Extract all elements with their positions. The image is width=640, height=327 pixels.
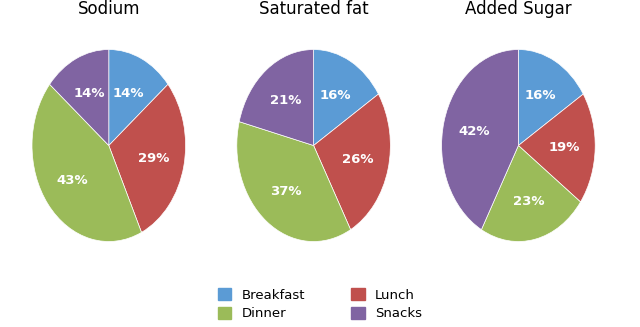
Title: Saturated fat: Saturated fat [259,0,369,18]
Text: 19%: 19% [548,141,580,154]
Wedge shape [314,94,390,230]
Text: 14%: 14% [74,87,105,100]
Wedge shape [314,49,378,146]
Text: 16%: 16% [525,89,556,102]
Wedge shape [518,94,595,202]
Wedge shape [442,49,518,230]
Text: 29%: 29% [138,152,170,164]
Text: 23%: 23% [513,195,544,208]
Text: 14%: 14% [113,87,144,100]
Text: 16%: 16% [320,89,351,102]
Legend: Breakfast, Dinner, Lunch, Snacks: Breakfast, Dinner, Lunch, Snacks [218,288,422,320]
Title: Sodium: Sodium [77,0,140,18]
Wedge shape [481,146,580,242]
Text: 26%: 26% [342,153,374,166]
Wedge shape [32,84,141,242]
Wedge shape [518,49,583,146]
Text: 21%: 21% [269,94,301,107]
Wedge shape [109,84,186,232]
Wedge shape [239,49,314,146]
Title: Added Sugar: Added Sugar [465,0,572,18]
Wedge shape [50,49,109,146]
Text: 43%: 43% [56,174,88,187]
Text: 42%: 42% [458,125,490,138]
Wedge shape [237,122,351,242]
Text: 37%: 37% [269,184,301,198]
Wedge shape [109,49,168,146]
